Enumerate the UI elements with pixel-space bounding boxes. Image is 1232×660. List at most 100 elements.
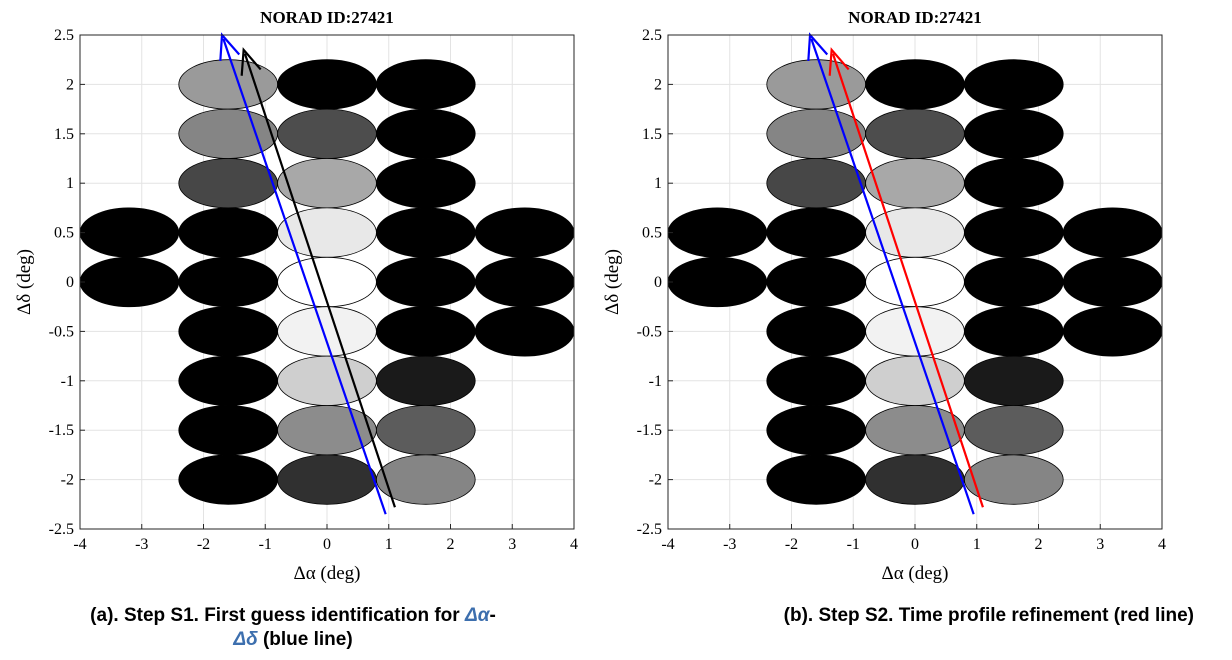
x-tick-label: 1 [385, 536, 393, 553]
data-cell [766, 405, 866, 456]
x-tick-label: -2 [197, 536, 210, 553]
data-cell [178, 355, 278, 406]
chart-title: NORAD ID:27421 [848, 8, 982, 27]
data-cell [178, 405, 278, 456]
y-tick-label: -1.5 [49, 422, 74, 439]
data-cell [178, 306, 278, 357]
data-cell [766, 306, 866, 357]
data-cell [375, 59, 476, 110]
data-cell [963, 454, 1064, 505]
data-cell [277, 306, 377, 357]
x-tick-label: -3 [723, 536, 736, 553]
y-tick-label: -2 [649, 472, 662, 489]
data-cell [865, 306, 965, 357]
x-tick-label: -1 [259, 536, 272, 553]
y-axis-label: Δδ (deg) [602, 249, 623, 315]
data-cell [865, 207, 965, 258]
data-cell [474, 256, 575, 308]
caption-a-text: (a). Step S1. First guess identification… [90, 605, 465, 626]
trajectory-line [243, 53, 396, 508]
data-cell [375, 256, 476, 308]
y-tick-label: -0.5 [637, 323, 662, 340]
data-cell [865, 454, 965, 505]
data-cell [865, 59, 965, 110]
y-tick-label: 0.5 [642, 225, 662, 242]
x-tick-label: -1 [847, 536, 860, 553]
data-cell [865, 405, 965, 456]
x-tick-label: -4 [661, 536, 674, 553]
data-cell [963, 405, 1064, 456]
data-cell [277, 355, 377, 406]
data-cell [766, 454, 866, 505]
y-tick-label: -1 [649, 373, 662, 390]
data-cell [963, 256, 1064, 308]
caption-a-suffix: (blue line) [257, 629, 353, 650]
data-cell [79, 256, 180, 308]
data-cell [667, 256, 768, 308]
chart-panel-b: -4 -3 -2 -1 0 1 2 3 4 -2.5 -2 -1.5 -1 -0.5 0 0.5 1 1.5 2 2.… [588, 0, 1204, 660]
data-cell [474, 306, 575, 357]
x-tick-label: -3 [135, 536, 148, 553]
caption-a-symbol-alpha: Δα [464, 605, 490, 626]
x-tick-label: 3 [508, 536, 516, 553]
data-cell [963, 207, 1064, 258]
data-cell [277, 108, 377, 159]
trajectory-line [831, 53, 984, 508]
trajectory-arrowhead [240, 47, 262, 76]
chart-panel-a: -4 -3 -2 -1 0 1 2 3 4 -2.5 -2 -1.5 -1 -0.5 0 0.5 1 1.5 2 2.… [0, 8, 616, 652]
y-tick-label: 2.5 [642, 27, 662, 44]
data-cell [178, 59, 278, 110]
y-tick-label: 0 [654, 274, 662, 291]
caption-a: (a). Step S1. First guess identification… [0, 604, 616, 652]
y-tick-label: -1 [61, 373, 74, 390]
y-tick-label: 1 [66, 175, 74, 192]
y-tick-label: 0 [66, 274, 74, 291]
data-cell [178, 207, 278, 258]
data-cell [178, 158, 278, 209]
data-cell [1062, 306, 1163, 357]
data-cell [963, 59, 1064, 110]
data-cell [1062, 256, 1163, 308]
x-tick-label: 0 [911, 536, 919, 553]
caption-b: (b). Step S2. Time profile refinement (r… [783, 605, 1194, 626]
y-tick-label: -2 [61, 472, 74, 489]
data-cell [474, 207, 575, 258]
y-tick-label: 1.5 [54, 126, 74, 143]
data-cell [375, 158, 476, 209]
chart-b: -4 -3 -2 -1 0 1 2 3 4 -2.5 -2 -1.5 -1 -0.5 0 0.5 1 1.5 2 2.… [602, 8, 1166, 584]
trajectory-line [222, 38, 387, 515]
y-tick-label: 2 [654, 76, 662, 93]
x-tick-label: -4 [73, 536, 86, 553]
data-cell [766, 158, 866, 209]
y-tick-label: 1.5 [642, 126, 662, 143]
data-cell [963, 158, 1064, 209]
trajectory-line [810, 38, 975, 515]
y-tick-label: 2 [66, 76, 74, 93]
chart-a: -4 -3 -2 -1 0 1 2 3 4 -2.5 -2 -1.5 -1 -0.5 0 0.5 1 1.5 2 2.… [14, 8, 578, 584]
data-cell [277, 59, 377, 110]
y-tick-label: 1 [654, 175, 662, 192]
caption-a-dash: - [489, 605, 496, 626]
data-cell [375, 207, 476, 258]
data-cell [1062, 207, 1163, 258]
data-cell [865, 355, 965, 406]
data-cell [375, 454, 476, 505]
x-axis-label: Δα (deg) [293, 563, 360, 584]
data-cell [963, 306, 1064, 357]
data-cell [277, 405, 377, 456]
data-cell [375, 306, 476, 357]
data-cell [375, 355, 476, 406]
data-cell [766, 256, 866, 308]
y-tick-label: -0.5 [49, 323, 74, 340]
data-cell [963, 108, 1064, 159]
caption-a-symbol-delta: Δδ [233, 629, 258, 650]
data-cell [79, 207, 180, 258]
y-tick-label: 2.5 [54, 27, 74, 44]
x-tick-label: 2 [1035, 536, 1043, 553]
x-tick-label: 1 [973, 536, 981, 553]
x-tick-label: 2 [447, 536, 455, 553]
data-cell [766, 207, 866, 258]
data-cell [178, 256, 278, 308]
data-cell [375, 405, 476, 456]
y-tick-label: -2.5 [637, 521, 662, 538]
